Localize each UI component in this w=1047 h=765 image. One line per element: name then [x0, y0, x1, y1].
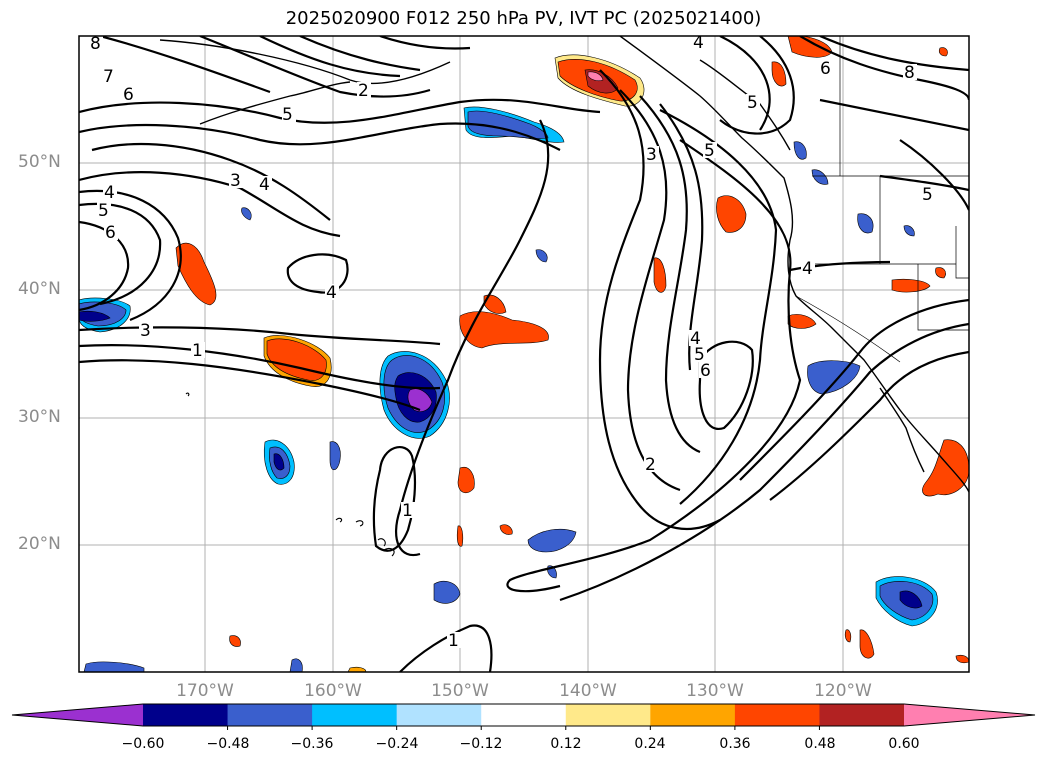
colorbar-extend-low [12, 704, 143, 726]
contour-label: 5 [694, 345, 705, 365]
lon-label: 140°W [559, 681, 617, 701]
contour-label: 4 [259, 175, 270, 195]
contour-label: 3 [230, 171, 241, 191]
contour-label: 6 [123, 85, 134, 105]
contour-label: 1 [192, 341, 203, 361]
contour-label: 1 [448, 631, 459, 651]
contour-label: 4 [326, 283, 337, 303]
coastlines [159, 36, 969, 493]
lat-label: 50°N [18, 152, 61, 172]
lat-label: 30°N [18, 407, 61, 427]
colorbar-box [734, 704, 820, 726]
colorbar-tick: −0.24 [375, 736, 419, 752]
map-frame [78, 35, 970, 673]
contour-label: 5 [747, 93, 758, 113]
contour-label: 6 [700, 361, 711, 381]
colorbar-box [481, 704, 567, 726]
colorbar-tick: −0.36 [290, 736, 334, 752]
contour-label: 5 [922, 185, 933, 205]
colorbar-box [143, 704, 229, 726]
lon-label: 170°W [176, 681, 234, 701]
colorbar-tick: 0.48 [804, 736, 836, 752]
contour-label: 3 [646, 145, 657, 165]
lon-label: 160°W [304, 681, 362, 701]
colorbar-box [312, 704, 398, 726]
colorbar-tick: 0.60 [888, 736, 920, 752]
contour-label: 2 [645, 455, 656, 475]
contour-label: 4 [690, 329, 701, 349]
contour-label: 6 [105, 223, 116, 243]
contour-label: 5 [704, 141, 715, 161]
contour-label: 5 [98, 201, 109, 221]
lat-label: 40°N [18, 279, 61, 299]
contour-label: 8 [90, 34, 101, 54]
lat-label: 20°N [18, 534, 61, 554]
colorbar-tick: −0.48 [206, 736, 250, 752]
colorbar-tick: −0.60 [121, 736, 165, 752]
contour-label: 5 [282, 105, 293, 125]
ivt-contours [79, 36, 969, 672]
contour-label: 4 [693, 33, 704, 53]
colorbar [11, 703, 1036, 730]
island-coastlines [185, 392, 395, 557]
colorbar-box [819, 704, 905, 726]
colorbar-box [396, 704, 482, 726]
contour-label: 3 [140, 321, 151, 341]
colorbar-box [565, 704, 651, 726]
colorbar-tick: 0.24 [634, 736, 666, 752]
contour-label: 7 [103, 67, 114, 87]
colorbar-tick: 0.12 [550, 736, 582, 752]
contour-label: 8 [904, 63, 915, 83]
contour-label: 2 [358, 81, 369, 101]
colorbar-tick: 0.36 [719, 736, 751, 752]
lon-label: 150°W [431, 681, 489, 701]
lon-label: 120°W [814, 681, 872, 701]
colorbar-box [650, 704, 736, 726]
lon-label: 130°W [686, 681, 744, 701]
colorbar-extend-high [904, 704, 1035, 726]
contour-label: 1 [402, 501, 413, 521]
map-title: 2025020900 F012 250 hPa PV, IVT PC (2025… [285, 8, 762, 29]
contour-label: 6 [820, 59, 831, 79]
contour-label: 4 [802, 259, 813, 279]
colorbar-box [227, 704, 313, 726]
colorbar-outline [11, 703, 1036, 727]
colorbar-tick: −0.12 [459, 736, 503, 752]
contour-label: 4 [104, 183, 115, 203]
